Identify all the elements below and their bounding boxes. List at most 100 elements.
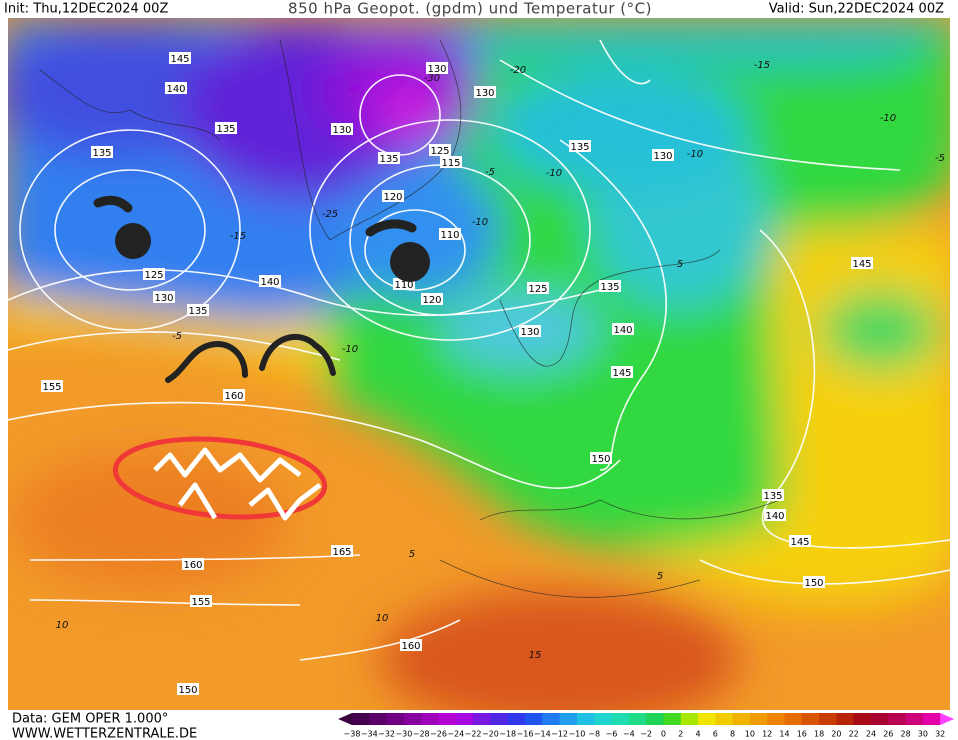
geopotential-label: 125: [430, 146, 449, 157]
colorbar-label: −12: [551, 730, 568, 739]
colorbar-segment: [473, 713, 491, 725]
geopotential-label: 145: [852, 259, 871, 270]
temperature-label: -10: [687, 149, 703, 160]
geopotential-label: 140: [260, 277, 279, 288]
drawn-circle: [112, 436, 328, 520]
label-box: [400, 639, 422, 651]
colorbar-segment: [490, 713, 509, 725]
colorbar-segment: [386, 713, 405, 725]
colorbar-label: 20: [831, 730, 841, 739]
colorbar-segment: [767, 713, 785, 725]
colorbar-label: 4: [695, 730, 700, 739]
colorbar-segment: [576, 713, 595, 725]
colorbar-segment: [905, 713, 924, 725]
temperature-labels: -30 -20 -15 -10 -5 -10 -5 -15 -10 -25 -10 -5 -10 5 5 10…: [56, 60, 945, 661]
init-time: Init: Thu,12DEC2024 00Z: [4, 2, 168, 17]
label-box: [215, 122, 237, 134]
colorbar-segment: [801, 713, 820, 725]
geopotential-label: 155: [191, 597, 210, 608]
colorbar-label: 8: [730, 730, 735, 739]
geopotential-label: 150: [178, 685, 197, 696]
colorbar-segment: [559, 713, 578, 725]
geopotential-label: 145: [790, 537, 809, 548]
drawn-eye: [115, 223, 151, 259]
colorbar-segment: [611, 713, 630, 725]
coastlines: [39, 39, 781, 598]
label-box: [851, 257, 873, 269]
drawn-zigzag: [178, 482, 322, 521]
colorbar-segment: [628, 713, 647, 725]
colorbar-label: −26: [430, 730, 447, 739]
colorbar-label: −10: [568, 730, 585, 739]
label-box: [382, 190, 404, 202]
temperature-label: 15: [529, 650, 542, 661]
colorbar-segment: [542, 713, 561, 725]
label-box: [190, 595, 212, 607]
geopotential-label: 110: [440, 230, 459, 241]
geopotential-label: 145: [170, 54, 189, 65]
colorbar-label: −18: [499, 730, 516, 739]
colorbar-label: 28: [901, 730, 911, 739]
label-box: [331, 123, 353, 135]
colorbar-label: −8: [588, 730, 600, 739]
drawn-eye: [390, 242, 430, 282]
colorbar-label: 32: [935, 730, 945, 739]
label-box: [789, 535, 811, 547]
drawn-zigzag: [153, 447, 302, 483]
geopotential-label: 135: [92, 148, 111, 159]
website: WWW.WETTERZENTRALE.DE: [12, 727, 197, 740]
colorbar-label: 12: [762, 730, 772, 739]
colorbar-label: 26: [883, 730, 893, 739]
colorbar-segment: [594, 713, 612, 725]
geopotential-label: 110: [394, 280, 413, 291]
colorbar-segment: [888, 713, 907, 725]
colorbar-label: −32: [378, 730, 395, 739]
colorbar-label: 10: [745, 730, 755, 739]
label-box: [611, 366, 633, 378]
label-box: [91, 146, 113, 158]
temperature-label: -10: [880, 113, 896, 124]
geopotential-label: 150: [591, 454, 610, 465]
geopotential-label: 140: [765, 511, 784, 522]
geopotential-label: 130: [427, 64, 446, 75]
label-box: [764, 509, 786, 521]
label-box: [177, 683, 199, 695]
geopotential-label: 130: [520, 327, 539, 338]
geopotential-label: 135: [188, 306, 207, 317]
label-box: [169, 52, 191, 64]
colorbar-segment: [680, 713, 699, 725]
geopotential-label: 135: [216, 124, 235, 135]
temperature-label: -5: [485, 167, 495, 178]
label-box: [440, 156, 462, 168]
geopotential-label: 155: [42, 382, 61, 393]
drawn-arc: [165, 341, 248, 383]
map: 1451401351351301301351251151301351301201…: [8, 18, 950, 710]
label-box: [569, 140, 591, 152]
temperature-label: 5: [409, 549, 415, 560]
colorbar-segment: [507, 713, 526, 725]
colorbar: −38 −34 −32 −30 −28 −26 −24 −22 −20 −18 −16 −14 −12−…: [338, 713, 955, 739]
colorbar-label: 16: [797, 730, 807, 739]
label-box: [762, 489, 784, 501]
map-title: 850 hPa Geopot. (gpdm) und Temperatur (°…: [288, 0, 652, 18]
colorbar-segment: [819, 713, 837, 725]
colorbar-segment: [663, 713, 682, 725]
label-box: [182, 558, 204, 570]
colorbar-segment: [438, 713, 457, 725]
temperature-label: -5: [172, 331, 182, 342]
geopotential-label: 135: [379, 154, 398, 165]
colorbar-segment: [836, 713, 855, 725]
colorbar-label: 0: [661, 730, 666, 739]
temperature-label: -10: [546, 168, 562, 179]
colorbar-label: 18: [814, 730, 824, 739]
colorbar-label: −6: [606, 730, 618, 739]
geopotential-label: 160: [224, 391, 243, 402]
colorbar-segment: [352, 713, 370, 725]
geopotential-label: 135: [600, 282, 619, 293]
colorbar-label: 22: [849, 730, 859, 739]
colorbar-label: −24: [447, 730, 464, 739]
label-box: [599, 280, 621, 292]
colorbar-segment: [922, 713, 941, 725]
label-box: [439, 228, 461, 240]
